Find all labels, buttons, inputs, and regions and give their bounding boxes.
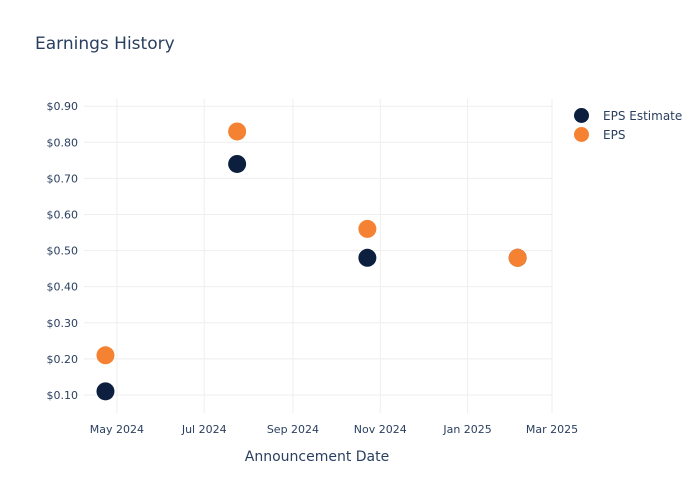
point-eps-estimate[interactable] (228, 154, 247, 173)
x-axis-ticks: May 2024 Jul 2024 Sep 2024 Nov 2024 Jan 2025… (90, 423, 578, 436)
y-tick-label: $0.30 (47, 317, 79, 330)
point-eps-estimate[interactable] (358, 248, 377, 267)
chart-title: Earnings History (35, 34, 175, 54)
data-points (96, 122, 527, 401)
y-tick-label: $0.60 (47, 208, 79, 221)
x-axis-label: Announcement Date (245, 449, 389, 465)
y-axis-ticks: $0.10 $0.20 $0.30 $0.40 $0.50 $0.60 $0.70 $0.80… (47, 100, 79, 402)
legend[interactable]: EPS Estimate EPS (574, 106, 682, 144)
x-tick-label: Nov 2024 (354, 423, 407, 436)
x-tick-label: Jul 2024 (181, 423, 227, 436)
point-eps[interactable] (96, 346, 115, 365)
y-tick-label: $0.90 (47, 100, 79, 113)
legend-marker-eps (574, 127, 589, 142)
point-eps-estimate[interactable] (96, 382, 115, 401)
grid-lines (84, 99, 553, 413)
x-tick-label: May 2024 (90, 423, 144, 436)
x-tick-label: Jan 2025 (442, 423, 491, 436)
x-tick-label: Sep 2024 (267, 423, 319, 436)
y-tick-label: $0.10 (47, 389, 79, 402)
y-tick-label: $0.80 (47, 136, 79, 149)
point-eps[interactable] (508, 248, 527, 267)
legend-label-eps: EPS (603, 127, 626, 142)
y-tick-label: $0.70 (47, 172, 79, 185)
y-tick-label: $0.20 (47, 353, 79, 366)
legend-item-eps-estimate[interactable]: EPS Estimate (574, 106, 682, 125)
x-tick-label: Mar 2025 (526, 423, 578, 436)
y-tick-label: $0.50 (47, 245, 79, 258)
legend-marker-eps-estimate (574, 108, 589, 123)
legend-label-eps-estimate: EPS Estimate (603, 108, 683, 123)
point-eps[interactable] (358, 219, 377, 238)
point-eps[interactable] (228, 122, 247, 141)
y-tick-label: $0.40 (47, 281, 79, 294)
legend-item-eps[interactable]: EPS (574, 125, 682, 144)
